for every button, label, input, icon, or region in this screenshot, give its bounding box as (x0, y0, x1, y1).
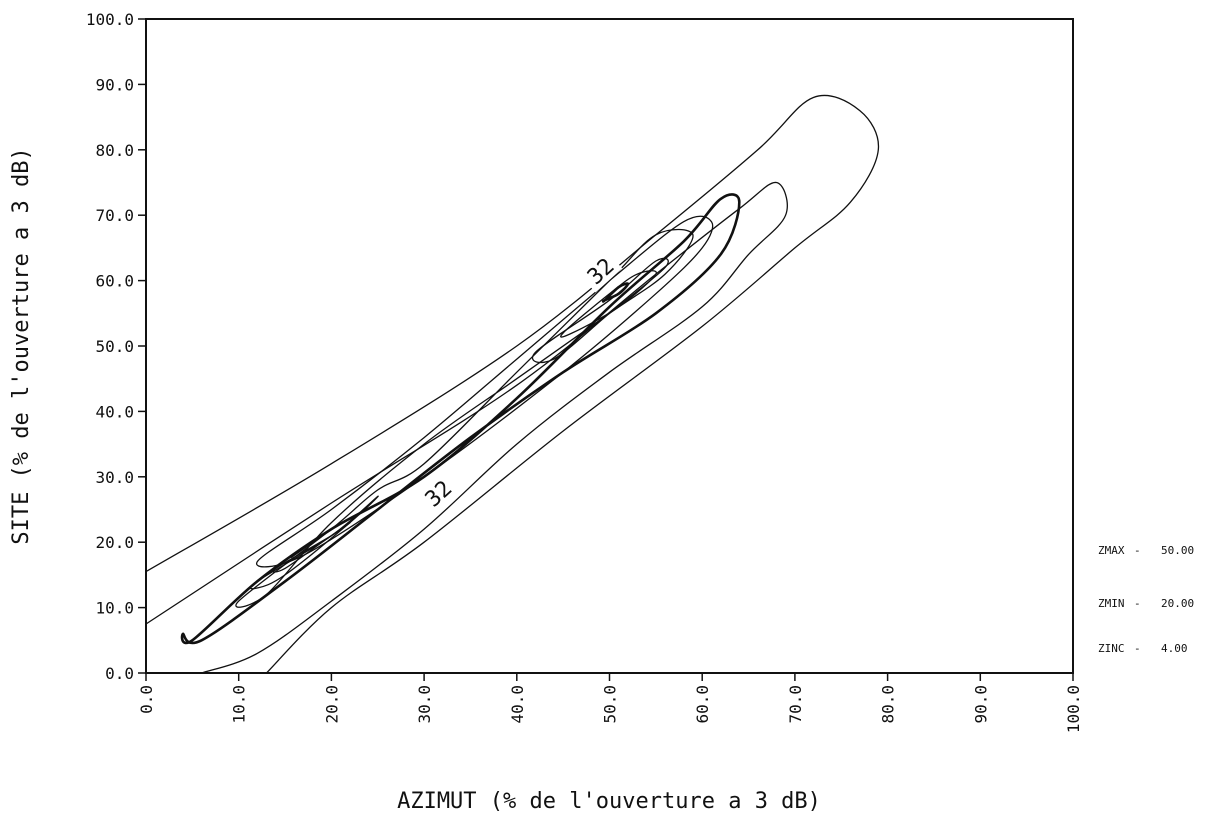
contour-line-32 (180, 193, 741, 645)
y-tick-label: 60.0 (95, 272, 134, 291)
z-info-panel: ZMAX - 50.00 ZMIN - 20.00 ZINC - 4.00 (1098, 544, 1194, 655)
contour-line-20 (146, 94, 880, 673)
contour-line-48 (601, 282, 630, 303)
contour-line-24 (146, 181, 788, 673)
x-tick-label: 80.0 (879, 685, 898, 724)
contour-line-36 (235, 228, 694, 608)
x-tick-label: 100.0 (1064, 685, 1083, 733)
zmin-value: 20.00 (1161, 597, 1194, 610)
x-tick-label: 50.0 (601, 685, 620, 724)
y-axis-title: SITE (% de l'ouverture a 3 dB) (9, 147, 34, 544)
zmin-key: ZMIN (1098, 597, 1125, 610)
svg-text:-: - (1134, 642, 1141, 655)
y-tick-label: 40.0 (95, 402, 134, 421)
zinc-value: 4.00 (1161, 642, 1188, 655)
x-tick-label: 30.0 (415, 685, 434, 724)
x-tick-label: 20.0 (322, 685, 341, 724)
y-tick-label: 10.0 (95, 599, 134, 618)
svg-text:-: - (1134, 597, 1141, 610)
y-axis-ticks: 0.0 10.0 20.0 30.0 40.0 50.0 60.0 70.0 80.0 90.0 1… (86, 10, 146, 683)
y-tick-label: 90.0 (95, 75, 134, 94)
x-axis-ticks: 0.0 10.0 20.0 30.0 40.0 50.0 60.0 70.0 80.0 90.0 1… (137, 673, 1083, 733)
y-tick-label: 50.0 (95, 337, 134, 356)
zmax-key: ZMAX (1098, 544, 1125, 557)
x-tick-label: 0.0 (137, 685, 156, 714)
y-tick-label: 80.0 (95, 141, 134, 160)
zmax-value: 50.00 (1161, 544, 1194, 557)
x-tick-label: 60.0 (693, 685, 712, 724)
contour-line-44 (272, 521, 351, 573)
contour-line-48 (290, 528, 333, 558)
y-tick-label: 20.0 (95, 533, 134, 552)
contour-line-28 (256, 215, 714, 568)
contour-line-40 (531, 257, 669, 364)
x-tick-label: 70.0 (786, 685, 805, 724)
x-tick-label: 90.0 (971, 685, 990, 724)
x-axis-title: AZIMUT (% de l'ouverture a 3 dB) (397, 789, 821, 814)
y-tick-label: 70.0 (95, 206, 134, 225)
svg-text:-: - (1134, 544, 1141, 557)
y-tick-label: 0.0 (105, 664, 134, 683)
contour-lines (146, 94, 880, 673)
x-tick-label: 10.0 (230, 685, 249, 724)
zinc-key: ZINC (1098, 642, 1125, 655)
contour-line-44 (560, 270, 657, 338)
y-tick-label: 30.0 (95, 468, 134, 487)
x-tick-label: 40.0 (508, 685, 527, 724)
y-tick-label: 100.0 (86, 10, 134, 29)
